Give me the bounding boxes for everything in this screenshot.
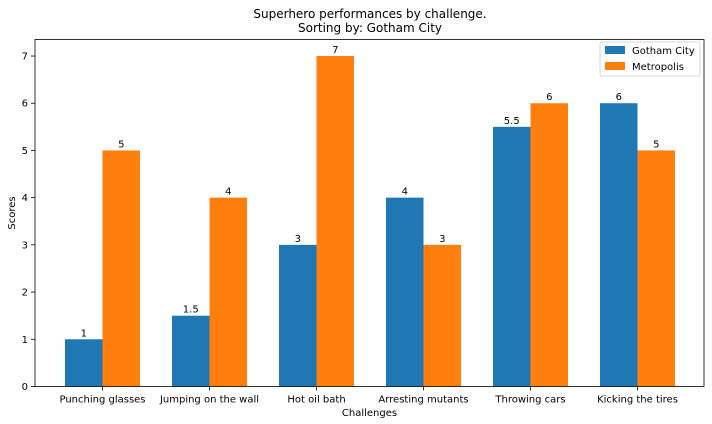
bars-group <box>65 56 675 387</box>
x-tick-label-throwing-cars: Throwing cars <box>494 395 565 406</box>
y-tick-label-7: 7 <box>22 52 28 63</box>
bar-gotham-city-hot-oil-bath <box>279 244 317 387</box>
y-tick-label-6: 6 <box>22 99 28 110</box>
bar-gotham-city-kicking-the-tires <box>600 103 638 387</box>
bar-metropolis-hot-oil-bath <box>316 56 354 387</box>
bar-label-gotham-city-punching-glasses: 1 <box>81 328 87 339</box>
bar-label-metropolis-punching-glasses: 5 <box>118 139 124 150</box>
legend-swatch-gotham-city <box>605 46 625 54</box>
y-tick-label-3: 3 <box>22 240 28 251</box>
legend-swatch-metropolis <box>605 62 625 70</box>
y-tick-label-1: 1 <box>22 335 28 346</box>
x-tick-label-arresting-mutants: Arresting mutants <box>378 395 468 406</box>
y-tick-label-5: 5 <box>22 146 28 157</box>
bar-label-gotham-city-kicking-the-tires: 6 <box>616 92 622 103</box>
bar-label-metropolis-throwing-cars: 6 <box>546 92 552 103</box>
bar-metropolis-punching-glasses <box>102 150 140 387</box>
bar-metropolis-kicking-the-tires <box>637 150 675 387</box>
bar-label-metropolis-jumping-on-the-wall: 4 <box>225 187 231 198</box>
bar-gotham-city-arresting-mutants <box>386 197 424 387</box>
y-tick-label-0: 0 <box>22 382 28 393</box>
bar-labels-group: 1 5 1.5 4 3 7 4 3 5.5 6 6 5 <box>81 45 660 339</box>
x-axis: Punching glasses Jumping on the wall Hot o… <box>59 386 678 406</box>
legend-label-metropolis: Metropolis <box>632 62 684 73</box>
bar-metropolis-arresting-mutants <box>423 244 461 387</box>
y-axis: 0 1 2 3 4 5 6 7 <box>22 52 35 393</box>
x-tick-label-jumping-on-the-wall: Jumping on the wall <box>159 395 259 406</box>
bar-label-gotham-city-arresting-mutants: 4 <box>402 187 408 198</box>
x-tick-label-punching-glasses: Punching glasses <box>59 395 145 406</box>
bar-metropolis-throwing-cars <box>530 103 568 387</box>
bar-gotham-city-punching-glasses <box>65 339 103 387</box>
legend-label-gotham-city: Gotham City <box>632 46 695 57</box>
x-tick-label-hot-oil-bath: Hot oil bath <box>287 395 345 406</box>
bar-label-metropolis-arresting-mutants: 3 <box>439 234 445 245</box>
y-tick-label-4: 4 <box>22 193 28 204</box>
legend: Gotham City Metropolis <box>599 41 701 77</box>
bar-label-gotham-city-jumping-on-the-wall: 1.5 <box>183 305 199 316</box>
plot-area <box>34 39 705 387</box>
bar-label-gotham-city-throwing-cars: 5.5 <box>504 116 520 127</box>
y-axis-label: Scores <box>7 196 18 229</box>
bar-label-metropolis-hot-oil-bath: 7 <box>332 45 338 56</box>
x-tick-label-kicking-the-tires: Kicking the tires <box>597 395 678 406</box>
chart-title: Superhero performances by challenge. <box>253 7 486 21</box>
bar-gotham-city-jumping-on-the-wall <box>172 315 210 387</box>
chart-subtitle: Sorting by: Gotham City <box>298 21 442 35</box>
bar-label-metropolis-kicking-the-tires: 5 <box>653 139 659 150</box>
x-axis-label: Challenges <box>342 408 397 419</box>
bar-label-gotham-city-hot-oil-bath: 3 <box>295 234 301 245</box>
bar-gotham-city-throwing-cars <box>493 126 531 387</box>
bar-metropolis-jumping-on-the-wall <box>209 197 247 387</box>
y-tick-label-2: 2 <box>22 288 28 299</box>
